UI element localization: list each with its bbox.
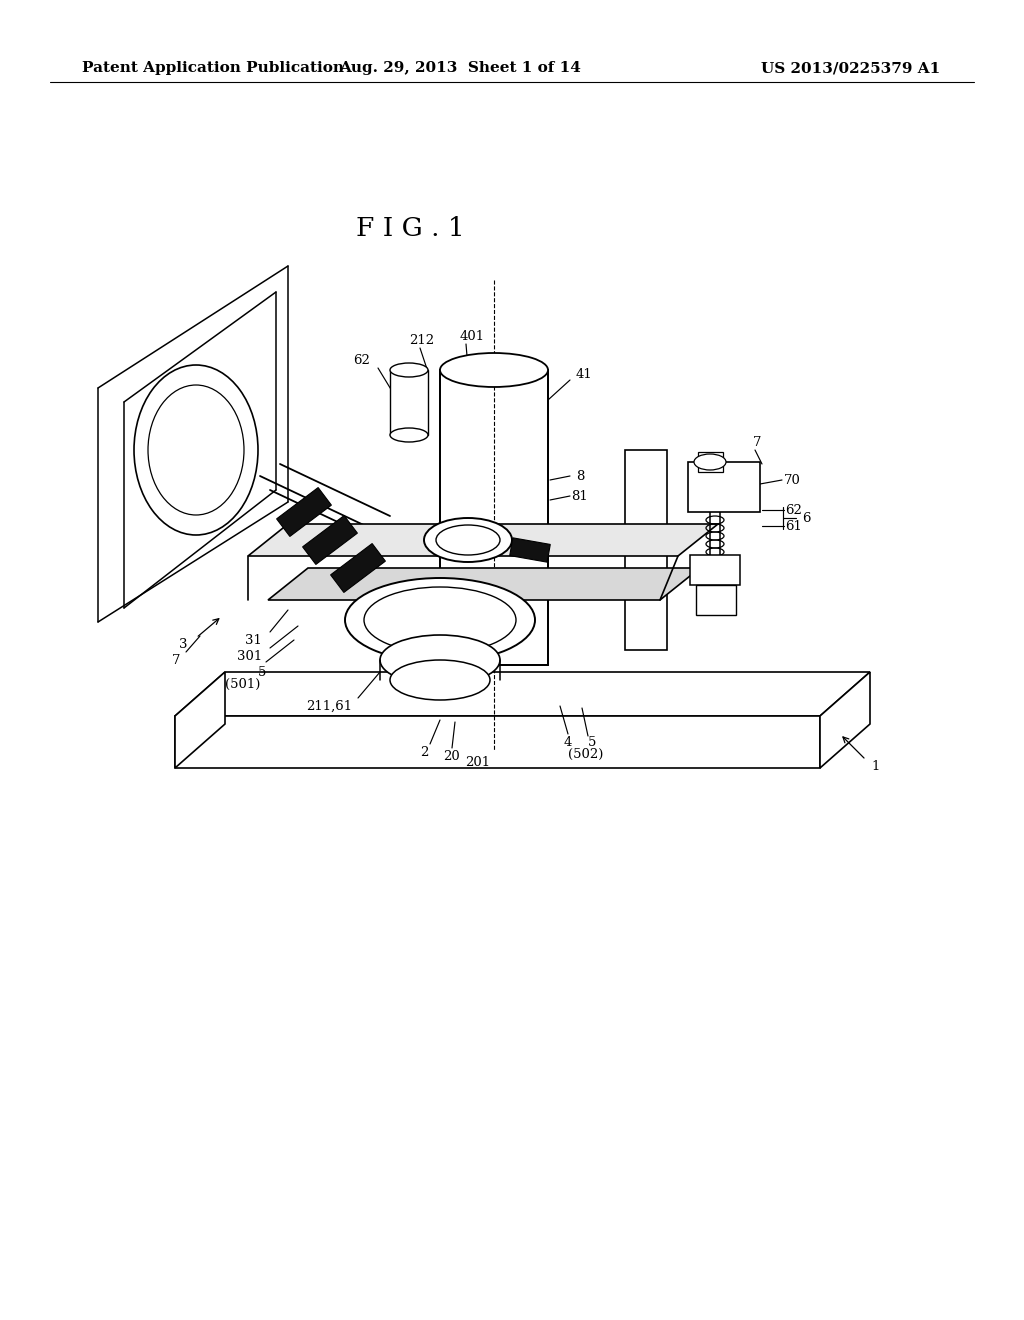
Text: 6: 6 — [802, 511, 810, 524]
Text: 1: 1 — [871, 759, 881, 772]
Bar — [696, 585, 736, 615]
Ellipse shape — [364, 587, 516, 653]
Bar — [688, 462, 760, 512]
Text: 2: 2 — [420, 746, 428, 759]
Ellipse shape — [380, 635, 500, 685]
Ellipse shape — [436, 525, 500, 554]
Polygon shape — [303, 516, 357, 565]
Polygon shape — [248, 524, 718, 556]
Ellipse shape — [390, 660, 490, 700]
Text: 201: 201 — [466, 755, 490, 768]
Text: Patent Application Publication: Patent Application Publication — [82, 61, 344, 75]
Text: 212: 212 — [410, 334, 434, 346]
Ellipse shape — [390, 363, 428, 378]
Text: Aug. 29, 2013  Sheet 1 of 14: Aug. 29, 2013 Sheet 1 of 14 — [339, 61, 581, 75]
Polygon shape — [510, 537, 550, 562]
Text: 31: 31 — [245, 634, 262, 647]
Bar — [698, 451, 723, 473]
Ellipse shape — [440, 352, 548, 387]
Text: (502): (502) — [568, 747, 604, 760]
Ellipse shape — [390, 428, 428, 442]
Ellipse shape — [424, 517, 512, 562]
Text: 211,61: 211,61 — [306, 700, 352, 713]
Text: 5: 5 — [588, 735, 596, 748]
Polygon shape — [268, 568, 700, 601]
Polygon shape — [175, 715, 820, 768]
Ellipse shape — [345, 578, 535, 663]
Text: 3: 3 — [179, 638, 188, 651]
Text: F I G . 1: F I G . 1 — [355, 215, 464, 240]
Polygon shape — [276, 487, 332, 536]
Text: 41: 41 — [575, 367, 592, 380]
Text: 7: 7 — [753, 436, 761, 449]
Text: 5: 5 — [258, 665, 266, 678]
Text: (501): (501) — [224, 677, 260, 690]
Text: 301: 301 — [237, 649, 262, 663]
Bar — [440, 370, 548, 665]
Text: 81: 81 — [571, 490, 589, 503]
Ellipse shape — [694, 454, 726, 470]
Text: 8: 8 — [575, 470, 584, 483]
Text: 7: 7 — [171, 653, 180, 667]
Bar — [690, 554, 740, 585]
Polygon shape — [331, 544, 385, 593]
Polygon shape — [175, 672, 225, 768]
Text: 62: 62 — [785, 503, 803, 516]
Text: 61: 61 — [785, 520, 803, 532]
Bar — [390, 370, 428, 436]
Polygon shape — [175, 672, 870, 715]
Text: 401: 401 — [460, 330, 484, 342]
Polygon shape — [820, 672, 870, 768]
Text: 62: 62 — [353, 354, 370, 367]
Bar — [625, 450, 667, 649]
Text: 4: 4 — [564, 735, 572, 748]
Text: 20: 20 — [443, 750, 461, 763]
Text: 70: 70 — [783, 474, 801, 487]
Text: US 2013/0225379 A1: US 2013/0225379 A1 — [761, 61, 940, 75]
